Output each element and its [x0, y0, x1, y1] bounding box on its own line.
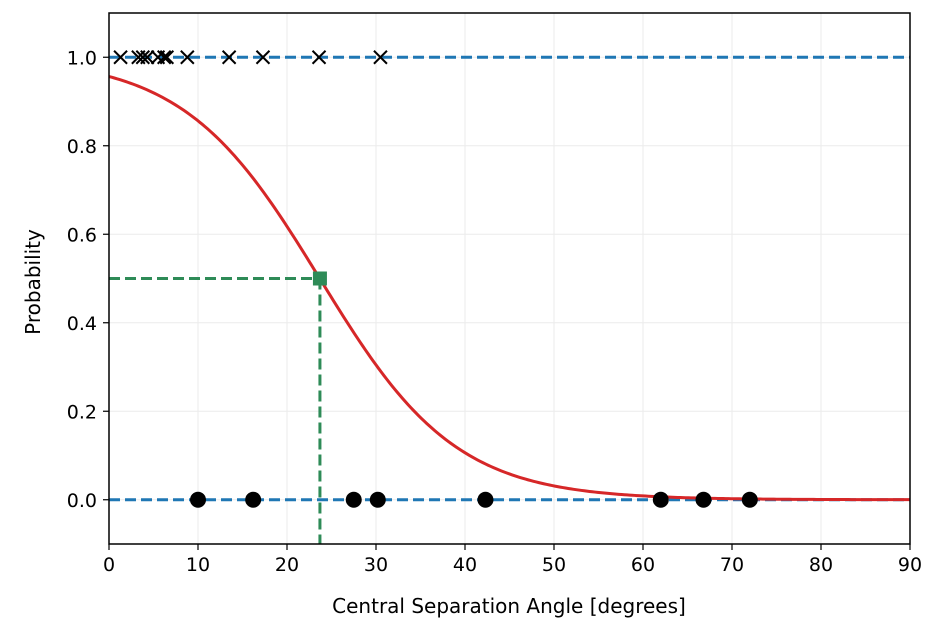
- reference-lines: [109, 55, 910, 502]
- y-tick-label-4: 0.8: [67, 136, 97, 158]
- y-tick-label-2: 0.4: [67, 313, 97, 335]
- y-tick-label-3: 0.6: [67, 224, 97, 246]
- x-marker-point-0: [113, 50, 128, 65]
- x-tick-label-5: 50: [542, 554, 566, 576]
- circle-marker-point-0: [190, 491, 206, 508]
- x-marker-point-2: [135, 50, 151, 65]
- circle-marker-point-2: [345, 491, 362, 508]
- ticks: 0 10 20 30 40 50 60 70 80 90 0.0 0.2 0.4 0.6 0.8 1.0: [67, 47, 922, 576]
- x-marker-point-3: [140, 50, 155, 65]
- x-tick-label-0: 0: [103, 554, 115, 576]
- x-tick-label-9: 90: [898, 554, 922, 576]
- x-tick-label-8: 80: [809, 554, 833, 576]
- x-tick-label-4: 40: [453, 554, 477, 576]
- x-tick-label-1: 10: [186, 554, 210, 576]
- x-marker-point-5: [156, 50, 172, 65]
- circle-marker-point-6: [695, 491, 712, 508]
- y-axis-label: Probability: [21, 229, 45, 335]
- circle-marker-point-1: [245, 491, 262, 508]
- circle-marker-point-3: [369, 491, 386, 508]
- circle-marker-point-4: [477, 491, 494, 508]
- x-tick-label-7: 70: [720, 554, 744, 576]
- data-points: [113, 50, 758, 508]
- logistic-curve: [108, 75, 910, 502]
- x-marker-point-9: [255, 50, 271, 65]
- x-tick-label-3: 30: [364, 554, 388, 576]
- x-marker-point-8: [221, 50, 237, 65]
- x-marker-point-10: [311, 50, 327, 65]
- x-tick-label-6: 60: [631, 554, 655, 576]
- x-tick-label-2: 20: [275, 554, 299, 576]
- threshold-square-marker: [312, 271, 327, 286]
- y-tick-label-0: 0.0: [67, 490, 97, 512]
- plot-frame: [108, 12, 911, 545]
- circle-marker-point-7: [741, 491, 758, 508]
- circle-marker-point-5: [652, 491, 669, 508]
- x-marker-point-7: [180, 50, 195, 65]
- fit-curve-line: [108, 75, 910, 502]
- x-marker-point-6: [159, 50, 175, 65]
- y-tick-label-1: 0.2: [67, 401, 97, 423]
- x-marker-point-11: [373, 50, 388, 65]
- threshold-guides: [109, 277, 322, 544]
- y-tick-label-5: 1.0: [67, 47, 97, 69]
- axes: [108, 12, 911, 545]
- x-axis-label: Central Separation Angle [degrees]: [332, 594, 686, 618]
